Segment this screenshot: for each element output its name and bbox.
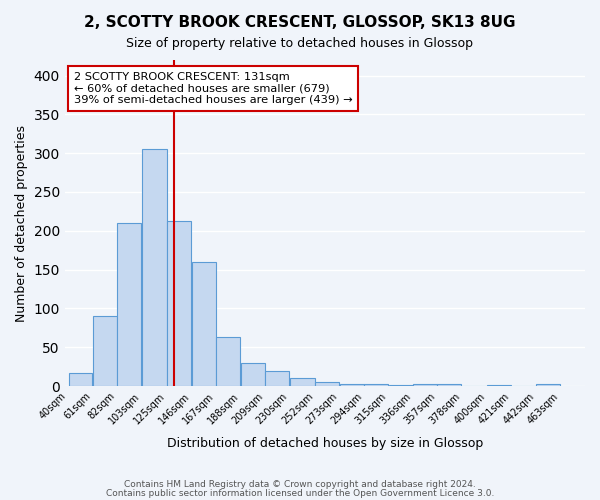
Text: 2, SCOTTY BROOK CRESCENT, GLOSSOP, SK13 8UG: 2, SCOTTY BROOK CRESCENT, GLOSSOP, SK13 … [84,15,516,30]
Bar [487,385,511,386]
Text: Contains HM Land Registry data © Crown copyright and database right 2024.: Contains HM Land Registry data © Crown c… [124,480,476,489]
Bar [142,150,167,386]
X-axis label: Distribution of detached houses by size in Glossop: Distribution of detached houses by size … [167,437,483,450]
Bar [536,384,560,386]
Bar [389,385,413,386]
Bar [290,378,315,386]
Text: Size of property relative to detached houses in Glossop: Size of property relative to detached ho… [127,38,473,51]
Bar [340,384,364,386]
Bar [265,370,289,386]
Bar [167,220,191,386]
Bar [413,384,437,386]
Bar [241,362,265,386]
Bar [217,337,240,386]
Y-axis label: Number of detached properties: Number of detached properties [15,124,28,322]
Bar [118,223,142,386]
Bar [437,384,461,386]
Text: 2 SCOTTY BROOK CRESCENT: 131sqm
← 60% of detached houses are smaller (679)
39% o: 2 SCOTTY BROOK CRESCENT: 131sqm ← 60% of… [74,72,353,105]
Bar [364,384,388,386]
Bar [93,316,117,386]
Bar [192,262,216,386]
Text: Contains public sector information licensed under the Open Government Licence 3.: Contains public sector information licen… [106,489,494,498]
Bar [68,373,92,386]
Bar [315,382,339,386]
